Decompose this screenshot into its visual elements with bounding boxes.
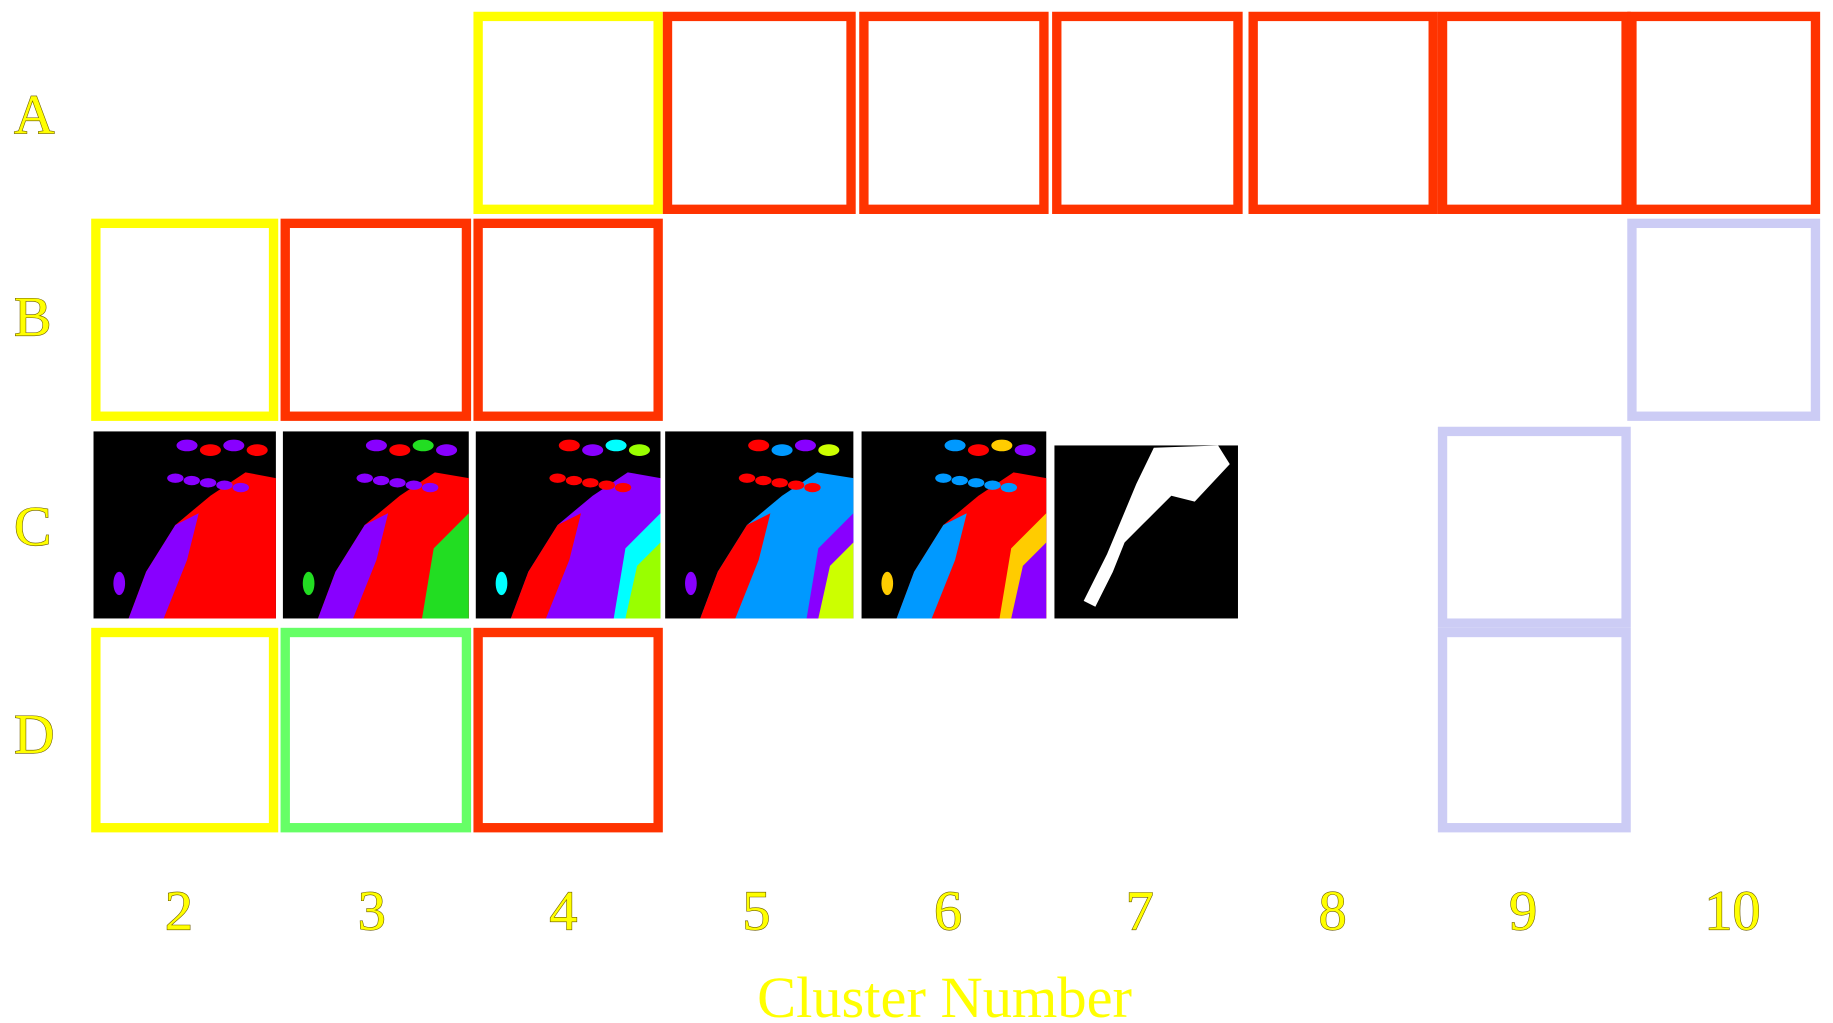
column-label: 5 [742, 880, 770, 942]
map-island [968, 478, 984, 487]
cell-box [478, 16, 658, 209]
map-island [935, 474, 951, 483]
cell-box [1443, 431, 1627, 623]
cell-box [96, 632, 274, 827]
cell-box [285, 223, 466, 416]
map-island [795, 440, 816, 452]
map-island [496, 572, 508, 595]
map-island [755, 476, 771, 485]
cell-box [478, 632, 658, 827]
column-label: 9 [1509, 880, 1537, 942]
map-island [685, 572, 697, 595]
map-island [599, 481, 615, 490]
map-island [223, 440, 244, 452]
map-island [247, 444, 268, 456]
cell-grid [94, 16, 1816, 827]
map-island [422, 483, 438, 492]
map-island [582, 478, 598, 487]
cell-box [1443, 632, 1627, 827]
map-island [615, 483, 631, 492]
cell-box [668, 16, 852, 209]
map-island [945, 440, 966, 452]
cell-box [1632, 16, 1816, 209]
map-island [413, 440, 434, 452]
map-island [739, 474, 755, 483]
cell-box [285, 632, 466, 827]
map-island [357, 474, 373, 483]
map-island [818, 444, 839, 456]
cell-box [864, 16, 1044, 209]
map-island [233, 483, 249, 492]
cluster-map [283, 431, 469, 618]
map-island [748, 440, 769, 452]
column-label: 2 [165, 880, 193, 942]
map-island [881, 572, 893, 595]
map-island [566, 476, 582, 485]
cluster-map [862, 431, 1047, 618]
row-label: D [14, 704, 55, 766]
map-island [366, 440, 387, 452]
row-label: C [14, 496, 51, 558]
map-island [629, 444, 650, 456]
page: {"rows": ["A", "B", "C", "D"], "columns"… [0, 0, 1833, 1023]
map-island [1015, 444, 1036, 456]
map-island [167, 474, 183, 483]
map-island [184, 476, 200, 485]
column-label: 4 [549, 880, 577, 942]
map-island [436, 444, 457, 456]
map-island [582, 444, 603, 456]
map-island [303, 572, 315, 595]
cell-box [478, 223, 658, 416]
map-island [606, 440, 627, 452]
map-island [991, 440, 1012, 452]
map-island [200, 478, 216, 487]
map-island [406, 481, 422, 490]
map-island [113, 572, 125, 595]
column-label: 6 [934, 880, 962, 942]
cell-box [1253, 16, 1433, 209]
map-island [177, 440, 198, 452]
map-island [559, 440, 580, 452]
cell-box [1057, 16, 1238, 209]
map-island [389, 444, 410, 456]
row-label: A [14, 84, 55, 146]
cluster-map [1054, 445, 1238, 618]
cell-box [1443, 16, 1627, 209]
cluster-map [94, 431, 276, 618]
column-label: 8 [1319, 880, 1347, 942]
map-island [788, 481, 804, 490]
map-island [984, 481, 1000, 490]
map-island [772, 444, 793, 456]
map-island [549, 474, 565, 483]
column-label: 10 [1704, 880, 1760, 942]
map-island [968, 444, 989, 456]
map-island [1001, 483, 1017, 492]
axis-title: Cluster Number [757, 965, 1132, 1023]
cluster-figure: A B C D 2 3 4 5 6 7 8 9 10 Cluster Numbe… [0, 0, 1833, 1023]
cell-box [1632, 223, 1816, 416]
column-label: 3 [358, 880, 386, 942]
cluster-map [665, 431, 853, 618]
map-island [216, 481, 232, 490]
map-island [389, 478, 405, 487]
map-island [772, 478, 788, 487]
column-label: 7 [1126, 880, 1154, 942]
map-island [952, 476, 968, 485]
map-island [373, 476, 389, 485]
cell-box [96, 223, 274, 416]
cluster-map [476, 431, 661, 618]
row-label: B [14, 287, 51, 349]
map-island [200, 444, 221, 456]
map-island [804, 483, 820, 492]
